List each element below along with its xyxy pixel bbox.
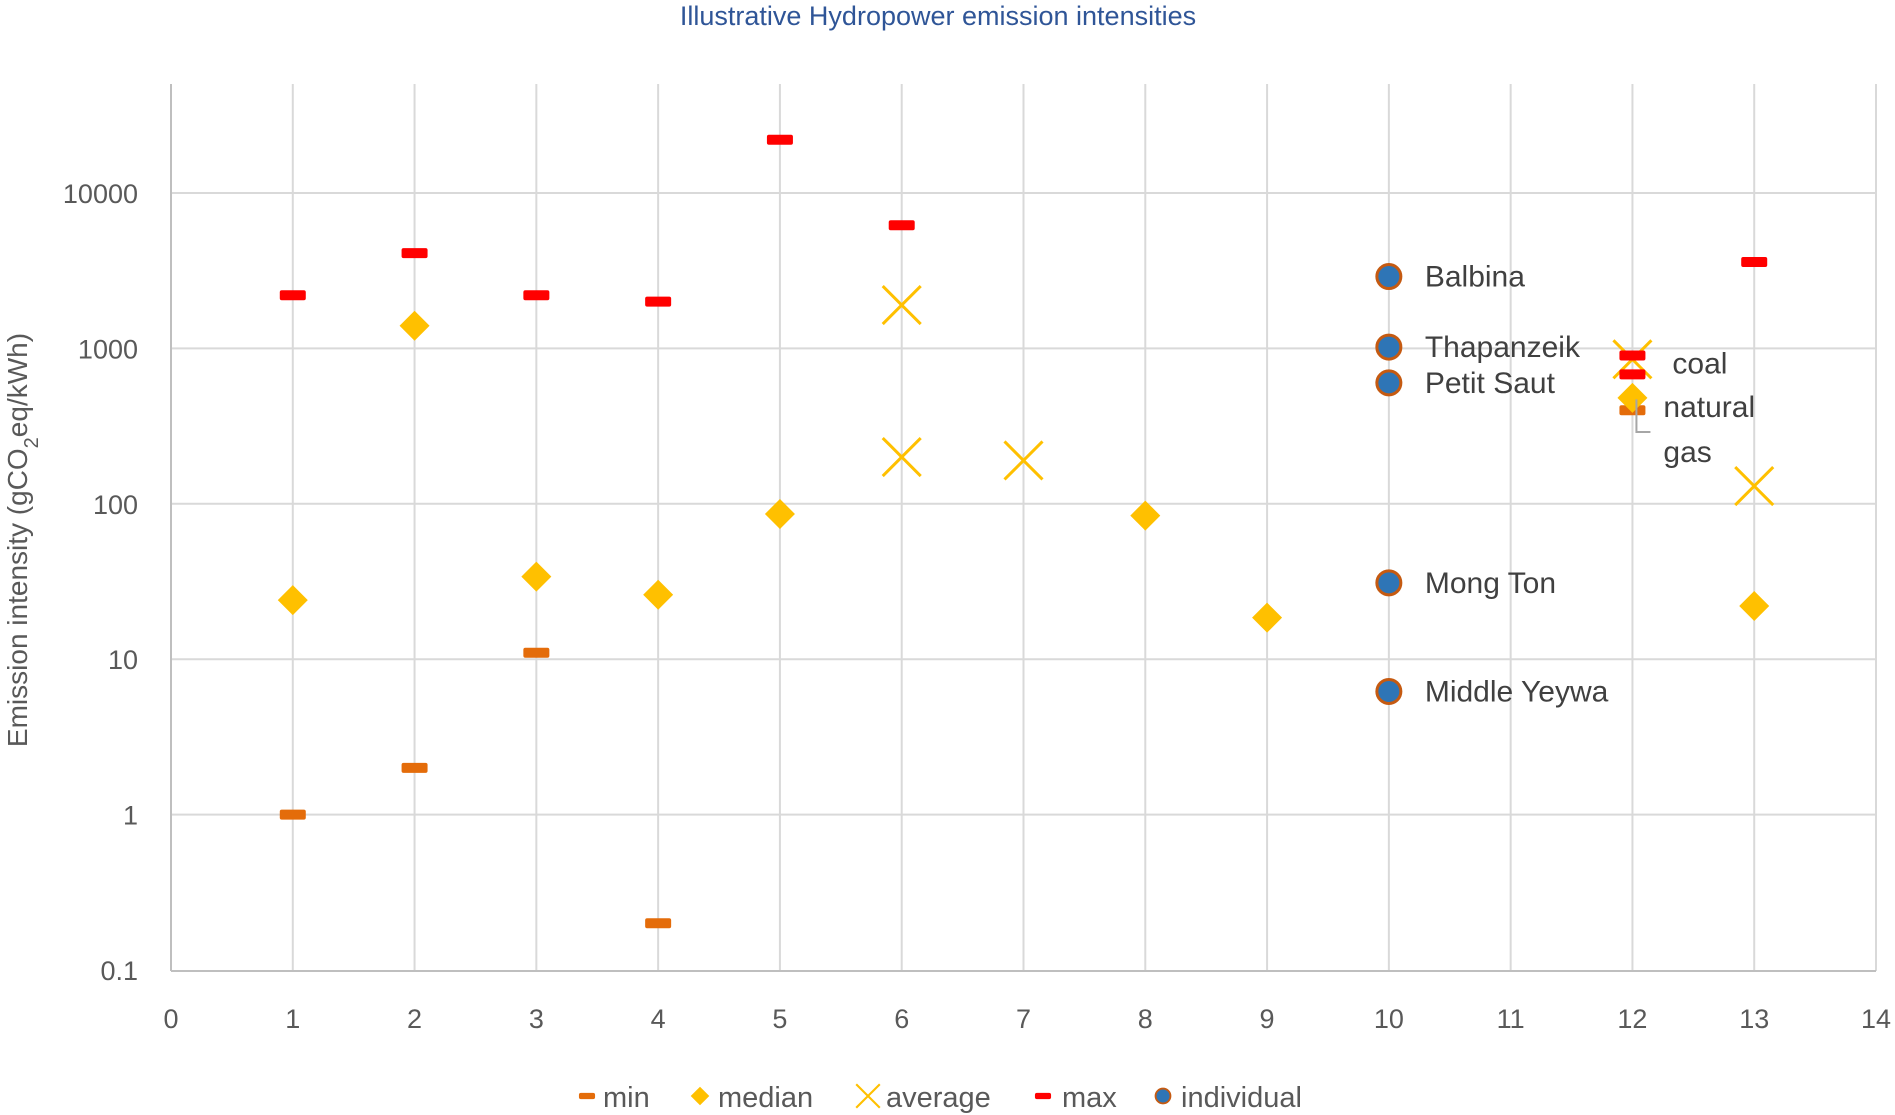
- x-tick-label: 8: [1138, 1004, 1153, 1034]
- data-point-average: [1734, 466, 1775, 507]
- data-point-max: [1619, 369, 1646, 380]
- x-tick-label: 10: [1374, 1004, 1404, 1034]
- legend-item-median: median: [690, 1082, 813, 1114]
- x-tick-label: 4: [651, 1004, 666, 1034]
- y-tick-label: 100: [93, 490, 138, 520]
- data-point-median: [643, 579, 674, 610]
- data-point-median: [1739, 590, 1770, 621]
- data-point-max: [645, 296, 672, 307]
- x-tick-label: 1: [285, 1004, 300, 1034]
- x-tick-label: 11: [1497, 1004, 1525, 1034]
- annotation-label: Balbina: [1425, 261, 1525, 294]
- annotation-label: Petit Saut: [1425, 367, 1556, 400]
- data-point-individual: [1375, 263, 1403, 291]
- x-tick-label: 14: [1861, 1004, 1891, 1034]
- legend-item-min: min: [578, 1082, 650, 1114]
- legend-item-average: average: [855, 1082, 991, 1114]
- data-point-min: [401, 762, 428, 773]
- legend-marker-individual: [1154, 1087, 1172, 1105]
- legend-label: median: [718, 1082, 813, 1114]
- y-axis-title: Emission intensity (gCO2eq/kWh): [2, 333, 43, 747]
- annotation-label: Middle Yeywa: [1425, 675, 1609, 708]
- legend-marker-average: [855, 1083, 881, 1109]
- data-point-min: [645, 918, 672, 929]
- y-tick-label: 10: [108, 645, 138, 675]
- natural-gas-connector: [1635, 399, 1651, 433]
- y-tick-label: 1: [123, 801, 138, 831]
- x-tick-label: 13: [1739, 1004, 1769, 1034]
- data-point-median: [521, 561, 552, 592]
- data-point-individual: [1375, 569, 1403, 597]
- legend-item-individual: individual: [1154, 1082, 1302, 1114]
- annotation-label: coal: [1672, 347, 1727, 380]
- annotation-label: Thapanzeik: [1425, 331, 1581, 364]
- legend-marker-median: [690, 1086, 710, 1106]
- x-tick-label: 12: [1617, 1004, 1647, 1034]
- x-tick-label: 3: [529, 1004, 544, 1034]
- data-point-max: [401, 248, 428, 259]
- legend-marker-min: [578, 1092, 596, 1100]
- data-point-individual: [1375, 333, 1403, 361]
- x-tick-label: 7: [1016, 1004, 1031, 1034]
- x-tick-label: 5: [772, 1004, 787, 1034]
- legend-label: max: [1062, 1082, 1117, 1114]
- chart-title: Illustrative Hydropower emission intensi…: [680, 1, 1196, 31]
- y-axis-title-prefix: Emission intensity (gCO: [2, 448, 33, 747]
- data-point-individual: [1375, 677, 1403, 705]
- x-tick-label: 6: [894, 1004, 909, 1034]
- data-point-average: [881, 436, 922, 478]
- data-point-median: [277, 585, 308, 616]
- annotation-label: natural: [1663, 391, 1755, 424]
- data-point-average: [1003, 440, 1044, 481]
- data-point-median: [1617, 382, 1648, 413]
- data-point-median: [1252, 602, 1283, 633]
- data-point-median: [764, 498, 795, 529]
- data-point-max: [279, 290, 306, 301]
- legend-label: individual: [1181, 1082, 1302, 1114]
- y-tick-label: 0.1: [100, 956, 138, 986]
- annotation-label: Mong Ton: [1425, 567, 1556, 600]
- annotation-label: gas: [1663, 436, 1711, 469]
- data-marks: [277, 134, 1775, 929]
- y-tick-label: 1000: [78, 334, 138, 364]
- x-tick-label: 2: [407, 1004, 422, 1034]
- y-axis-title-suffix: eq/kWh): [2, 333, 33, 437]
- data-point-max: [523, 290, 550, 301]
- data-point-min: [523, 647, 550, 658]
- legend-label: average: [886, 1082, 991, 1114]
- legend-item-max: max: [1034, 1082, 1117, 1114]
- data-point-max: [1741, 256, 1768, 267]
- y-tick-label: 10000: [63, 179, 138, 209]
- data-point-max: [888, 220, 915, 231]
- data-point-average: [881, 285, 922, 326]
- legend: min median average max individual: [578, 1082, 1302, 1114]
- data-point-min: [279, 809, 306, 820]
- legend-marker-max: [1034, 1092, 1052, 1100]
- x-tick-label: 0: [163, 1004, 178, 1034]
- legend-label: min: [603, 1082, 650, 1114]
- data-point-median: [399, 310, 430, 341]
- x-tick-label: 9: [1260, 1004, 1275, 1034]
- data-point-individual: [1375, 369, 1403, 397]
- data-point-max: [1619, 350, 1646, 361]
- axes: [170, 84, 1876, 972]
- data-point-max: [766, 134, 793, 145]
- data-point-median: [1130, 500, 1161, 531]
- y-axis-title-subscript: 2: [21, 437, 43, 448]
- grid-lines: [171, 84, 1877, 971]
